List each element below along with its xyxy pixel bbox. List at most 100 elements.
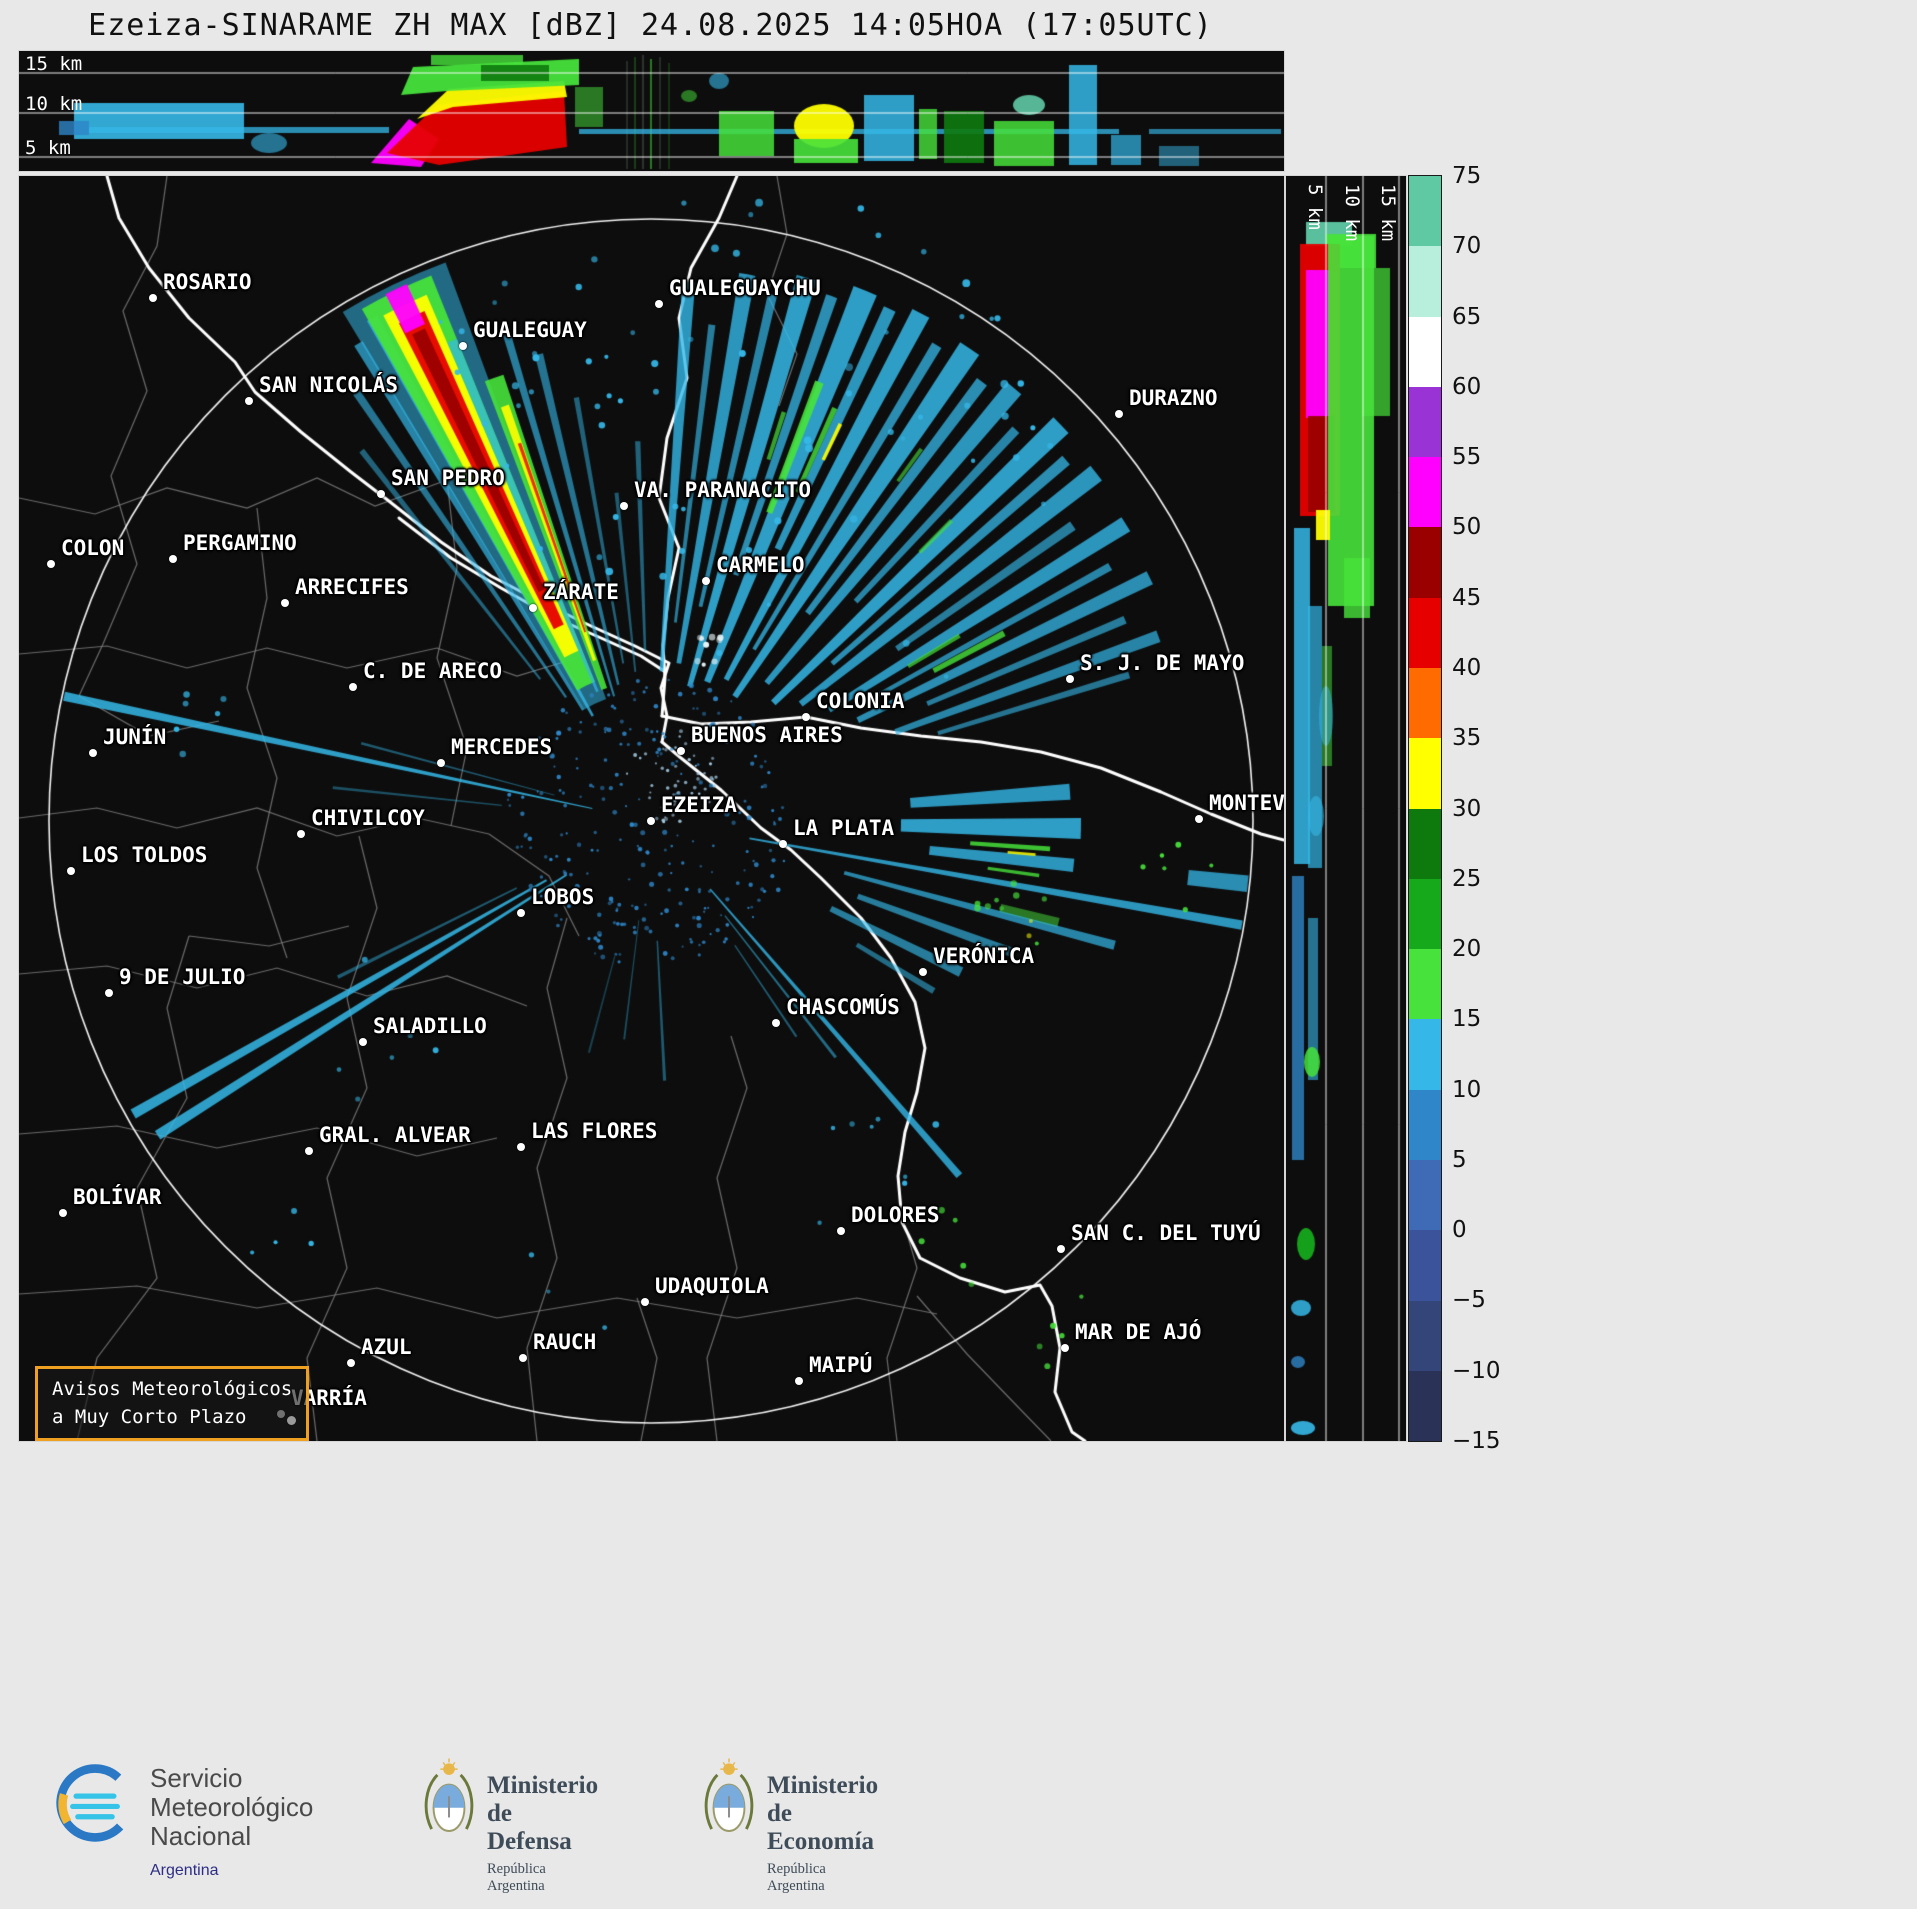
city-dot xyxy=(795,1377,803,1385)
colorbar-tick: −5 xyxy=(1452,1287,1486,1314)
city-label: CARMELO xyxy=(716,553,805,577)
colorbar-cell xyxy=(1409,878,1441,950)
warning-line-1: Avisos Meteorológicos xyxy=(52,1378,293,1400)
city-dot xyxy=(347,1359,355,1367)
city-dot xyxy=(647,817,655,825)
argentina-coat-of-arms-icon xyxy=(424,1758,474,1832)
economia-line1: Ministerio xyxy=(767,1772,879,1799)
city-label: VA. PARANACITO xyxy=(634,478,812,502)
colorbar-tick: 65 xyxy=(1452,303,1482,330)
colorbar-tick: 40 xyxy=(1452,654,1482,681)
colorbar-cell xyxy=(1409,597,1441,668)
colorbar-cell xyxy=(1409,457,1441,528)
colorbar-cell xyxy=(1409,738,1441,809)
warning-box[interactable]: Avisos Meteorológicos a Muy Corto Plazo xyxy=(35,1366,310,1442)
city-dot xyxy=(59,1209,67,1217)
colorbar-tick: −10 xyxy=(1452,1357,1501,1384)
city-dot xyxy=(305,1147,313,1155)
city-label: UDAQUIOLA xyxy=(655,1274,769,1298)
city-label: SALADILLO xyxy=(373,1014,487,1038)
city-dot xyxy=(779,840,787,848)
colorbar-cell xyxy=(1409,949,1441,1020)
city-label: BUENOS AIRES xyxy=(691,723,843,747)
colorbar-tick: 5 xyxy=(1452,1146,1467,1173)
city-label: LOS TOLDOS xyxy=(81,843,208,867)
city-label: MAIPÚ xyxy=(809,1353,873,1377)
city-dot xyxy=(437,759,445,767)
smn-name-line3: Nacional xyxy=(150,1821,252,1851)
colorbar-cell xyxy=(1409,246,1441,317)
city-dot xyxy=(149,294,157,302)
city-dot xyxy=(1061,1344,1069,1352)
colorbar-tick: 10 xyxy=(1452,1076,1482,1103)
height-axis-label: 10 km xyxy=(1341,184,1363,242)
colorbar-cell xyxy=(1409,527,1441,598)
city-dot xyxy=(837,1227,845,1235)
city-label: GUALEGUAYCHU xyxy=(669,276,821,300)
city-label: MONTEVIDEO xyxy=(1209,791,1284,815)
city-dot xyxy=(641,1298,649,1306)
city-label: SAN C. DEL TUYÚ xyxy=(1071,1221,1261,1245)
colorbar-cell xyxy=(1409,316,1441,387)
top-cross-section-panel: 15 km 10 km 5 km xyxy=(18,50,1285,172)
city-label: RAUCH xyxy=(533,1330,597,1354)
city-label: MAR DE AJÓ xyxy=(1075,1320,1202,1344)
city-label: EZEIZA xyxy=(661,793,737,817)
city-dot xyxy=(281,599,289,607)
colorbar-ticks: 75 70 65 60 55 50 45 40 35 30 25 20 15 10 5 0 −5 −10 −15 xyxy=(1452,163,1522,1454)
colorbar-cell xyxy=(1409,1300,1441,1371)
warning-line-2: a Muy Corto Plazo xyxy=(52,1405,247,1428)
height-axis-label: 5 km xyxy=(25,137,71,159)
colorbar-tick: −15 xyxy=(1452,1428,1501,1454)
colorbar-tick: 45 xyxy=(1452,584,1482,611)
economia-line2: de Economía xyxy=(767,1800,874,1855)
city-dot xyxy=(459,342,467,350)
city-label: 9 DE JULIO xyxy=(119,965,246,989)
height-axis-label: 10 km xyxy=(25,93,83,115)
right-cross-section-panel: 5 km 10 km 15 km xyxy=(1285,175,1407,1442)
city-label: MERCEDES xyxy=(451,735,553,759)
city-dot xyxy=(377,490,385,498)
city-label: SAN PEDRO xyxy=(391,466,505,490)
city-label: GUALEGUAY xyxy=(473,318,587,342)
city-dot xyxy=(772,1019,780,1027)
city-label: SAN NICOLÁS xyxy=(259,373,399,397)
defensa-line1: Ministerio xyxy=(487,1772,599,1799)
city-dot xyxy=(105,989,113,997)
city-label: DURAZNO xyxy=(1129,386,1218,410)
height-axis-label: 15 km xyxy=(25,53,83,75)
city-dot xyxy=(89,749,97,757)
chart-title: Ezeiza-SINARAME ZH MAX [dBZ] 24.08.2025 … xyxy=(88,8,1213,43)
city-dot xyxy=(519,1354,527,1362)
colorbar-tick: 20 xyxy=(1452,936,1482,963)
economia-sub: República Argentina xyxy=(767,1861,826,1894)
colorbar-tick: 35 xyxy=(1452,725,1482,752)
colorbar xyxy=(1408,175,1442,1442)
colorbar-cell xyxy=(1409,1370,1441,1442)
city-label: CHIVILCOY xyxy=(311,806,425,830)
city-label: COLONIA xyxy=(816,689,905,713)
city-dot xyxy=(702,577,710,585)
city-label: ZÁRATE xyxy=(543,580,619,604)
city-dot xyxy=(297,830,305,838)
city-dot xyxy=(1066,675,1074,683)
footer: Servicio Meteorológico Nacional Argentin… xyxy=(0,1740,1917,1909)
right-cross-section-canvas xyxy=(1286,176,1406,1441)
colorbar-tick: 70 xyxy=(1452,233,1482,260)
smn-logo-icon xyxy=(56,1764,134,1842)
city-dot xyxy=(1195,815,1203,823)
city-dot xyxy=(1057,1245,1065,1253)
city-dot xyxy=(245,397,253,405)
colorbar-tick: 75 xyxy=(1452,163,1482,189)
colorbar-tick: 55 xyxy=(1452,444,1482,471)
city-dot xyxy=(919,968,927,976)
smn-name-line2: Meteorológico xyxy=(150,1792,314,1822)
city-label: COLON xyxy=(61,536,125,560)
city-label: S. J. DE MAYO xyxy=(1080,651,1245,675)
city-label: VERÓNICA xyxy=(933,944,1035,968)
city-label: LOBOS xyxy=(531,885,595,909)
colorbar-cell xyxy=(1409,667,1441,739)
city-label: ARRECIFES xyxy=(295,575,409,599)
colorbar-tick: 30 xyxy=(1452,795,1482,822)
